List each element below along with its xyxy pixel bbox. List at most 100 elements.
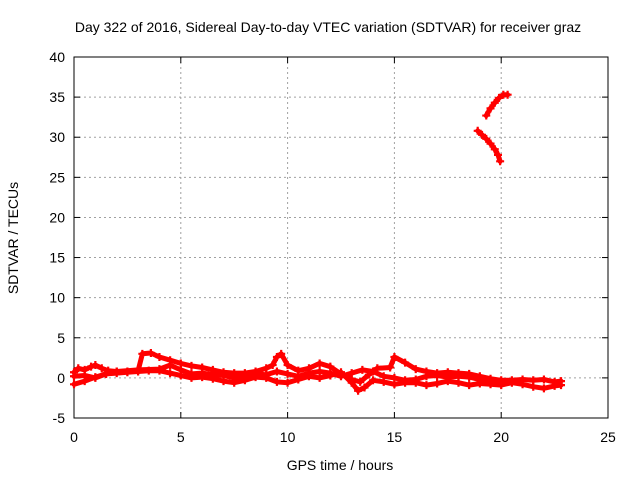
data-point <box>70 372 78 381</box>
data-point <box>97 364 106 373</box>
data-point <box>356 377 365 386</box>
data-point <box>326 369 335 378</box>
y-tick-label: 15 <box>49 250 65 266</box>
data-point <box>477 130 486 139</box>
data-point <box>102 369 111 378</box>
data-point <box>294 372 303 381</box>
data-point <box>134 365 143 374</box>
y-tick-label: 10 <box>49 290 65 306</box>
data-point <box>272 367 281 376</box>
chart-title: Day 322 of 2016, Sidereal Day-to-day VTE… <box>75 19 581 35</box>
data-point <box>465 373 474 382</box>
data-points <box>70 90 566 395</box>
data-point <box>503 90 512 99</box>
data-point <box>369 367 378 376</box>
data-point <box>411 375 420 384</box>
data-point <box>390 353 399 362</box>
grid-lines <box>74 57 608 418</box>
y-tick-label: 30 <box>49 129 65 145</box>
data-point <box>230 373 239 382</box>
data-point <box>454 372 463 381</box>
data-point <box>557 381 566 390</box>
data-point <box>473 126 482 135</box>
data-point <box>539 384 548 393</box>
data-point <box>490 98 499 107</box>
data-point <box>155 365 164 374</box>
data-point <box>272 353 281 362</box>
data-point <box>283 378 292 387</box>
data-point <box>493 150 502 159</box>
data-point <box>401 376 410 385</box>
data-point <box>277 349 286 358</box>
y-tick-label: 35 <box>49 89 65 105</box>
data-point <box>486 377 495 386</box>
data-point <box>304 369 313 378</box>
data-point <box>507 378 516 387</box>
data-point <box>283 369 292 378</box>
data-point <box>70 380 78 389</box>
y-tick-label: 25 <box>49 169 65 185</box>
data-point <box>208 370 217 379</box>
data-point <box>401 358 410 367</box>
data-point <box>262 370 271 379</box>
data-point <box>465 381 474 390</box>
data-point <box>166 361 175 370</box>
data-point <box>240 372 249 381</box>
data-point <box>251 369 260 378</box>
y-tick-label: 40 <box>49 49 65 65</box>
data-point <box>518 380 527 389</box>
y-tick-label: 0 <box>57 370 65 386</box>
x-tick-label: 10 <box>280 429 296 445</box>
data-point <box>87 362 96 371</box>
x-tick-label: 15 <box>387 429 403 445</box>
data-point <box>495 93 504 102</box>
y-tick-label: 20 <box>49 209 65 225</box>
data-point <box>490 145 499 154</box>
data-point <box>187 361 196 370</box>
data-point <box>198 369 207 378</box>
data-point <box>482 134 491 143</box>
data-point <box>91 373 100 382</box>
plot-frame <box>73 56 609 419</box>
data-point <box>539 375 548 384</box>
data-point <box>529 382 538 391</box>
data-point <box>496 157 505 166</box>
y-axis-label: SDTVAR / TECUs <box>5 182 21 294</box>
x-tick-label: 20 <box>493 429 509 445</box>
data-point <box>386 363 395 372</box>
data-point <box>354 386 363 395</box>
data-point <box>315 367 324 376</box>
x-tick-label: 5 <box>177 429 185 445</box>
data-point <box>411 365 420 374</box>
data-point <box>146 349 155 358</box>
data-point <box>433 379 442 388</box>
data-point <box>390 373 399 382</box>
x-tick-label: 0 <box>70 429 78 445</box>
data-point <box>283 361 292 370</box>
data-point <box>422 372 431 381</box>
data-point <box>315 359 324 368</box>
data-point <box>433 371 442 380</box>
data-point <box>369 376 378 385</box>
data-point <box>486 104 495 113</box>
data-point <box>219 371 228 380</box>
data-point <box>138 349 147 358</box>
y-tick-label: 5 <box>57 330 65 346</box>
data-point <box>337 372 345 381</box>
data-point <box>176 365 185 374</box>
data-point <box>272 377 281 386</box>
data-point <box>482 111 491 120</box>
data-point <box>112 367 121 376</box>
data-point <box>379 372 388 381</box>
data-point <box>360 383 369 392</box>
data-point <box>422 381 431 390</box>
data-point <box>347 369 356 378</box>
data-point <box>268 361 277 370</box>
x-axis-label: GPS time / hours <box>287 457 394 473</box>
data-point <box>475 375 484 384</box>
data-point <box>187 369 196 378</box>
data-point <box>91 361 100 370</box>
data-point <box>358 365 367 374</box>
